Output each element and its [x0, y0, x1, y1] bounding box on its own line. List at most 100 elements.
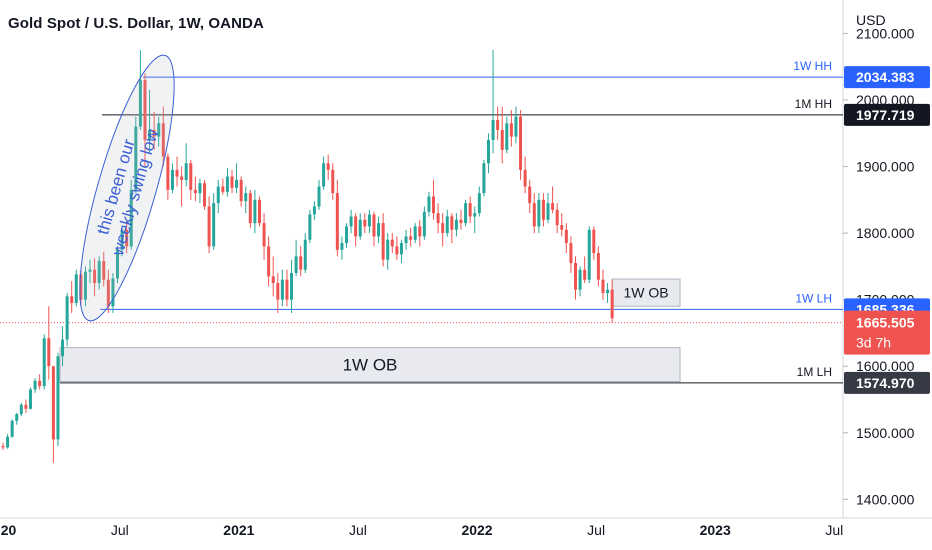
candle [523, 156, 527, 194]
candle [500, 106, 504, 164]
candle [340, 236, 344, 260]
candle [386, 233, 390, 270]
candle [257, 196, 261, 227]
order-block-label-small: 1W OB [623, 285, 668, 301]
candle [468, 196, 472, 224]
price-axis-ticks[interactable]: 2100.0002000.0001900.0001800.0001700.000… [843, 25, 915, 507]
candle [381, 213, 385, 267]
price-tick-label: 1500.000 [856, 425, 915, 441]
level-label-1w-lh: 1W LH [795, 291, 832, 305]
candle [477, 186, 481, 217]
candle [148, 90, 152, 154]
candle [235, 163, 239, 194]
candle [308, 209, 312, 244]
candle [42, 334, 46, 390]
candle [125, 221, 129, 254]
price-tag-1w-hh [844, 66, 930, 89]
candle [116, 246, 119, 284]
price-tick-label: 2100.000 [856, 25, 915, 41]
candle [294, 239, 298, 277]
candle [404, 229, 408, 250]
candle [303, 233, 307, 274]
candle [180, 166, 184, 207]
time-tick-label: Jul [111, 522, 129, 538]
level-label-1w-hh: 1W HH [793, 59, 832, 73]
time-axis-ticks[interactable]: 2020 Jul 2021 Jul 2022 Jul 2023 Jul [0, 522, 843, 538]
candle [427, 191, 431, 217]
candle [596, 246, 600, 287]
candle [143, 73, 147, 167]
candle [225, 167, 229, 197]
time-tick-label: Jul [587, 522, 605, 538]
candle [93, 258, 97, 297]
candle [326, 154, 330, 180]
candle [532, 193, 536, 234]
candle [418, 219, 422, 247]
candle [24, 399, 28, 413]
candle [47, 306, 51, 380]
candle [239, 176, 243, 207]
candle [473, 206, 477, 234]
candle [51, 366, 55, 463]
candle [111, 273, 115, 313]
candle [138, 50, 142, 130]
candle [551, 186, 555, 214]
candle [482, 159, 486, 197]
swing-low-annotation-ellipse[interactable] [61, 47, 193, 328]
candle [61, 326, 65, 367]
candle [207, 196, 211, 254]
current-price-tag-text: 1665.505 [856, 315, 915, 331]
price-tag-1m-lh-text: 1574.970 [856, 375, 915, 391]
candle [271, 256, 275, 297]
level-label-1m-hh: 1M HH [795, 97, 832, 111]
candle [409, 227, 413, 247]
candle [491, 50, 495, 154]
candle [221, 178, 225, 195]
price-tick-label: 1800.000 [856, 225, 915, 241]
candle [459, 209, 463, 230]
candle [152, 111, 156, 150]
candle [230, 169, 234, 194]
candle [395, 236, 399, 260]
candle [432, 179, 436, 220]
candle [280, 269, 284, 307]
candle [290, 259, 294, 313]
price-tick-label: 1900.000 [856, 159, 915, 175]
order-block-zone-small[interactable] [611, 278, 681, 307]
time-tick-label: 2023 [700, 522, 731, 538]
candle [56, 352, 60, 447]
candle [367, 209, 371, 234]
candle [390, 233, 394, 254]
candle [601, 269, 605, 300]
candle [193, 176, 197, 202]
candle [70, 281, 74, 313]
candle [583, 256, 587, 284]
candle [97, 256, 101, 290]
time-tick-label: Jul [349, 522, 367, 538]
candle [519, 109, 523, 180]
bar-countdown-text: 3d 7h [856, 335, 891, 351]
time-tick-label: 2022 [461, 522, 492, 538]
candle [505, 116, 509, 154]
chart-title: Gold Spot / U.S. Dollar, 1W, OANDA [8, 15, 264, 32]
candle [175, 156, 179, 187]
candle [486, 133, 490, 174]
candle [267, 236, 271, 287]
candle [349, 209, 353, 234]
candle [564, 223, 568, 254]
candle [560, 213, 564, 237]
candle [363, 213, 367, 234]
level-label-1m-lh: 1M LH [797, 365, 832, 379]
price-tag-1m-hh-text: 1977.719 [856, 107, 915, 123]
candle [299, 246, 303, 277]
candle [19, 402, 23, 417]
candle [546, 193, 550, 224]
candle [166, 153, 170, 200]
candle [592, 226, 596, 260]
order-block-zone-large[interactable] [59, 347, 681, 383]
candle [244, 186, 248, 214]
price-tag-1m-lh [844, 371, 930, 394]
candle [578, 266, 582, 297]
candle [509, 109, 513, 147]
